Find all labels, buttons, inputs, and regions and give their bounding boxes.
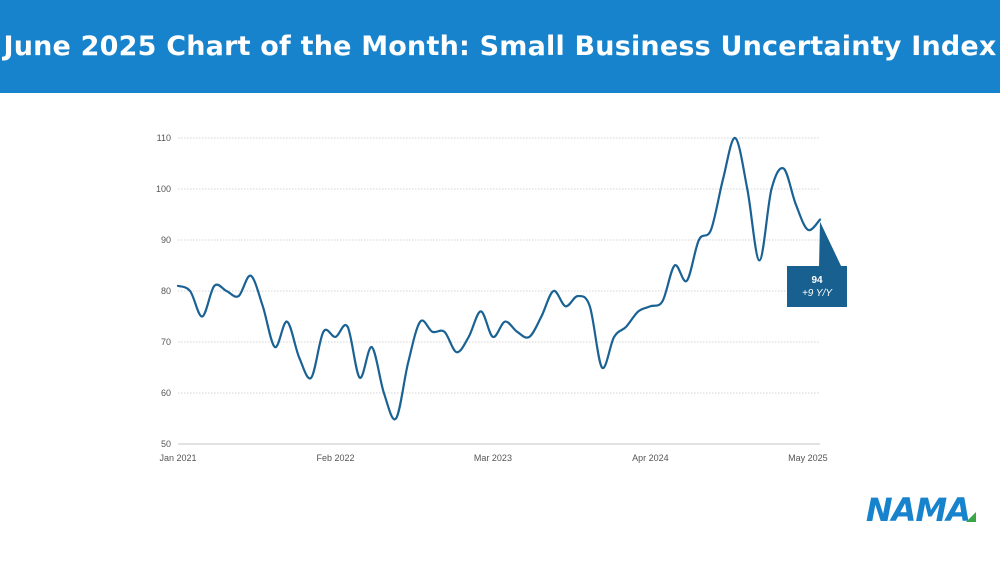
y-tick-label: 80 [161, 286, 171, 296]
title-banner: June 2025 Chart of the Month: Small Busi… [0, 0, 1000, 93]
y-tick-label: 70 [161, 337, 171, 347]
nama-logo: NAMA [866, 490, 976, 530]
callout-box [787, 266, 847, 307]
series-line [176, 136, 822, 421]
y-tick-label: 100 [156, 184, 171, 194]
logo-text: NAMA [865, 491, 971, 529]
latest-value-callout: 94 +9 Y/Y [787, 221, 847, 307]
page-title: June 2025 Chart of the Month: Small Busi… [3, 31, 997, 62]
callout-change: +9 Y/Y [802, 288, 833, 299]
y-tick-label: 110 [157, 133, 171, 143]
x-tick-label: Mar 2023 [474, 453, 512, 463]
x-tick-label: Feb 2022 [316, 453, 354, 463]
x-axis-ticks: Jan 2021 Feb 2022 Mar 2023 Apr 2024 May 2025 [159, 453, 827, 463]
x-tick-label: Jan 2021 [159, 453, 196, 463]
x-tick-label: Apr 2024 [632, 453, 669, 463]
y-tick-label: 60 [161, 388, 171, 398]
logo-accent-icon [966, 512, 976, 522]
x-tick-label: May 2025 [788, 453, 828, 463]
y-tick-label: 50 [161, 439, 171, 449]
callout-pointer [819, 221, 842, 268]
y-axis-ticks: 50 60 70 80 90 100 110 [156, 133, 171, 449]
chart-grid [178, 137, 820, 445]
callout-value: 94 [811, 275, 823, 286]
line-chart: 50 60 70 80 90 100 110 Jan 2021 Feb 2022 Mar 202… [156, 133, 847, 463]
y-tick-label: 90 [161, 235, 171, 245]
